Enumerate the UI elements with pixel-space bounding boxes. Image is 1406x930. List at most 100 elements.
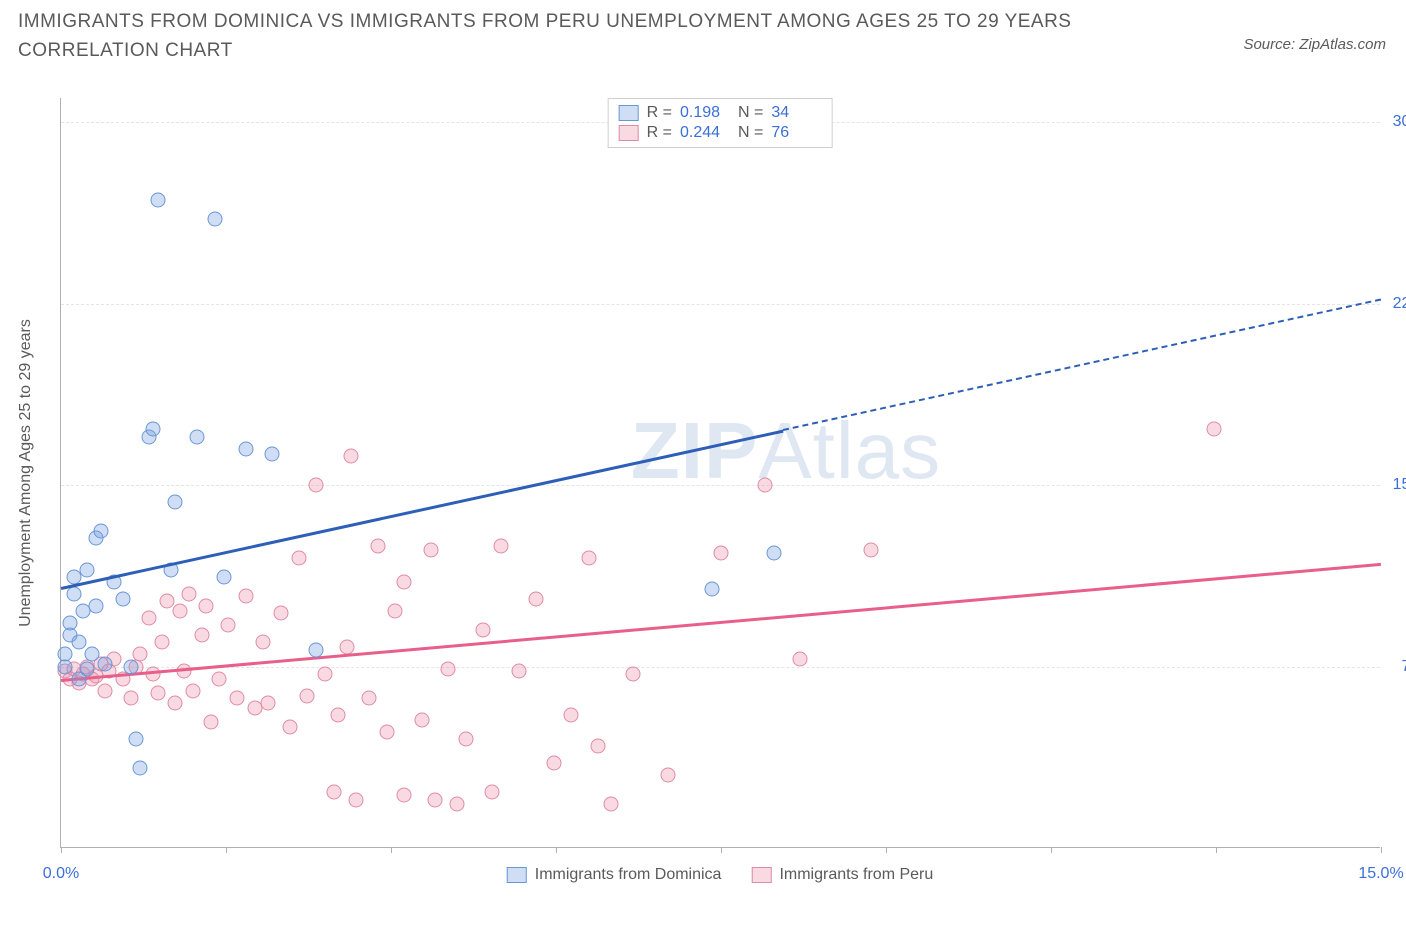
data-point-peru bbox=[758, 478, 773, 493]
trend-line bbox=[782, 299, 1381, 432]
swatch-dominica-icon bbox=[507, 867, 527, 883]
source-label: Source: ZipAtlas.com bbox=[1243, 36, 1386, 53]
data-point-peru bbox=[98, 683, 113, 698]
data-point-dominica bbox=[115, 591, 130, 606]
data-point-peru bbox=[155, 635, 170, 650]
y-tick-label: 15.0% bbox=[1388, 476, 1406, 494]
data-point-dominica bbox=[93, 524, 108, 539]
data-point-peru bbox=[590, 739, 605, 754]
x-tick-label: 15.0% bbox=[1358, 865, 1403, 883]
data-point-peru bbox=[529, 591, 544, 606]
data-point-dominica bbox=[168, 495, 183, 510]
data-point-dominica bbox=[124, 659, 139, 674]
gridline bbox=[61, 667, 1380, 668]
data-point-peru bbox=[199, 599, 214, 614]
data-point-dominica bbox=[216, 570, 231, 585]
data-point-peru bbox=[221, 618, 236, 633]
data-point-dominica bbox=[309, 642, 324, 657]
data-point-peru bbox=[370, 538, 385, 553]
data-point-dominica bbox=[58, 647, 73, 662]
data-point-dominica bbox=[190, 429, 205, 444]
data-point-peru bbox=[300, 688, 315, 703]
n-value-dominica: 34 bbox=[771, 104, 821, 122]
data-point-peru bbox=[582, 550, 597, 565]
data-point-peru bbox=[564, 707, 579, 722]
data-point-dominica bbox=[705, 582, 720, 597]
data-point-dominica bbox=[80, 661, 95, 676]
data-point-peru bbox=[546, 756, 561, 771]
n-label: N = bbox=[738, 104, 763, 122]
data-point-dominica bbox=[128, 732, 143, 747]
data-point-peru bbox=[863, 543, 878, 558]
data-point-dominica bbox=[238, 441, 253, 456]
data-point-dominica bbox=[62, 616, 77, 631]
data-point-peru bbox=[274, 606, 289, 621]
data-point-peru bbox=[626, 666, 641, 681]
x-tick bbox=[721, 847, 722, 853]
x-tick bbox=[1051, 847, 1052, 853]
data-point-peru bbox=[379, 724, 394, 739]
stats-box: R = 0.198 N = 34 R = 0.244 N = 76 bbox=[608, 98, 833, 148]
data-point-peru bbox=[309, 478, 324, 493]
data-point-peru bbox=[714, 545, 729, 560]
data-point-peru bbox=[326, 785, 341, 800]
swatch-peru-icon bbox=[751, 867, 771, 883]
n-value-peru: 76 bbox=[771, 124, 821, 142]
y-tick-label: 22.5% bbox=[1388, 295, 1406, 313]
stats-row-peru: R = 0.244 N = 76 bbox=[619, 123, 822, 143]
data-point-dominica bbox=[146, 422, 161, 437]
data-point-peru bbox=[177, 664, 192, 679]
x-tick bbox=[1381, 847, 1382, 853]
y-tick-label: 7.5% bbox=[1388, 658, 1406, 676]
trend-line bbox=[61, 563, 1381, 682]
trend-line bbox=[61, 429, 783, 589]
chart-area: ZIPAtlas 7.5%15.0%22.5%30.0%0.0%15.0% Un… bbox=[60, 98, 1380, 848]
r-label: R = bbox=[647, 124, 672, 142]
data-point-peru bbox=[511, 664, 526, 679]
data-point-peru bbox=[348, 792, 363, 807]
data-point-peru bbox=[318, 666, 333, 681]
data-point-dominica bbox=[80, 562, 95, 577]
x-tick-label: 0.0% bbox=[43, 865, 79, 883]
data-point-dominica bbox=[71, 635, 86, 650]
data-point-peru bbox=[450, 797, 465, 812]
swatch-peru bbox=[619, 125, 639, 141]
data-point-peru bbox=[397, 574, 412, 589]
data-point-peru bbox=[238, 589, 253, 604]
y-tick-label: 30.0% bbox=[1388, 113, 1406, 131]
gridline bbox=[61, 304, 1380, 305]
gridline bbox=[61, 485, 1380, 486]
x-tick bbox=[391, 847, 392, 853]
x-tick bbox=[61, 847, 62, 853]
data-point-peru bbox=[414, 712, 429, 727]
x-tick bbox=[886, 847, 887, 853]
data-point-peru bbox=[476, 623, 491, 638]
legend-item-peru: Immigrants from Peru bbox=[751, 866, 933, 884]
x-tick bbox=[1216, 847, 1217, 853]
data-point-peru bbox=[172, 603, 187, 618]
data-point-peru bbox=[168, 695, 183, 710]
data-point-peru bbox=[1206, 422, 1221, 437]
legend-label-dominica: Immigrants from Dominica bbox=[535, 866, 722, 884]
r-value-peru: 0.244 bbox=[680, 124, 730, 142]
data-point-peru bbox=[142, 611, 157, 626]
data-point-peru bbox=[181, 586, 196, 601]
chart-title: IMMIGRANTS FROM DOMINICA VS IMMIGRANTS F… bbox=[18, 8, 1118, 65]
legend-label-peru: Immigrants from Peru bbox=[779, 866, 933, 884]
data-point-peru bbox=[793, 652, 808, 667]
plot-region: 7.5%15.0%22.5%30.0%0.0%15.0% bbox=[60, 98, 1380, 848]
data-point-dominica bbox=[265, 446, 280, 461]
data-point-peru bbox=[388, 603, 403, 618]
data-point-peru bbox=[194, 628, 209, 643]
data-point-peru bbox=[604, 797, 619, 812]
data-point-dominica bbox=[208, 211, 223, 226]
swatch-dominica bbox=[619, 105, 639, 121]
r-label: R = bbox=[647, 104, 672, 122]
x-tick bbox=[226, 847, 227, 853]
data-point-peru bbox=[344, 449, 359, 464]
stats-row-dominica: R = 0.198 N = 34 bbox=[619, 103, 822, 123]
data-point-peru bbox=[428, 792, 443, 807]
data-point-dominica bbox=[98, 657, 113, 672]
data-point-peru bbox=[124, 691, 139, 706]
data-point-peru bbox=[485, 785, 500, 800]
